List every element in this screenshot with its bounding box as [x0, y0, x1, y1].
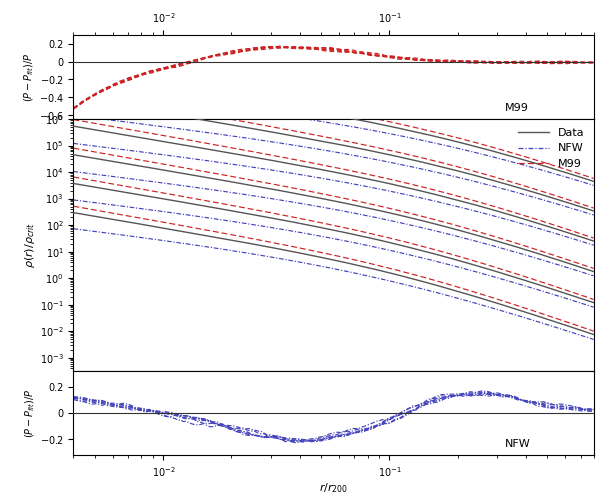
- X-axis label: $r / r_{200}$: $r / r_{200}$: [319, 482, 348, 495]
- Legend: Data, NFW, M99: Data, NFW, M99: [515, 124, 588, 172]
- Y-axis label: $(P - P_{fit}) / P$: $(P - P_{fit}) / P$: [23, 388, 37, 438]
- Text: M99: M99: [506, 102, 529, 113]
- Y-axis label: $(P - P_{fit}) / P$: $(P - P_{fit}) / P$: [22, 52, 36, 102]
- Text: NFW: NFW: [506, 438, 531, 448]
- Y-axis label: $\rho(r) / \rho_{crit}$: $\rho(r) / \rho_{crit}$: [23, 222, 37, 268]
